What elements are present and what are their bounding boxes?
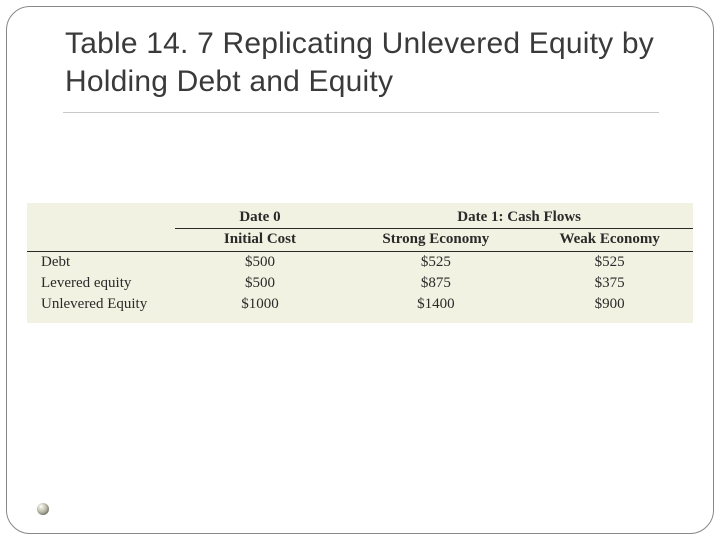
data-table-container: Date 0 Date 1: Cash Flows Initial Cost S… xyxy=(27,203,693,323)
table-group-header-row: Date 0 Date 1: Cash Flows xyxy=(27,207,693,229)
row-label: Unlevered Equity xyxy=(27,294,175,317)
cell-strong: $1400 xyxy=(345,294,526,317)
cell-strong: $525 xyxy=(345,251,526,273)
table-subheader-empty xyxy=(27,228,175,251)
table-header-date0: Date 0 xyxy=(175,207,346,229)
table-row: Levered equity $500 $875 $375 xyxy=(27,273,693,294)
table-subheader-strong: Strong Economy xyxy=(345,228,526,251)
table-subheader-initial-cost: Initial Cost xyxy=(175,228,346,251)
slide-content: Table 14. 7 Replicating Unlevered Equity… xyxy=(7,7,713,323)
slide-title: Table 14. 7 Replicating Unlevered Equity… xyxy=(65,25,663,102)
cell-weak: $900 xyxy=(526,294,693,317)
table-row: Debt $500 $525 $525 xyxy=(27,251,693,273)
decorative-bullet-icon xyxy=(37,503,49,515)
row-label: Levered equity xyxy=(27,273,175,294)
table-row: Unlevered Equity $1000 $1400 $900 xyxy=(27,294,693,317)
row-label: Debt xyxy=(27,251,175,273)
table-sub-header-row: Initial Cost Strong Economy Weak Economy xyxy=(27,228,693,251)
cell-weak: $525 xyxy=(526,251,693,273)
table-header-empty xyxy=(27,207,175,229)
slide-frame: Table 14. 7 Replicating Unlevered Equity… xyxy=(6,6,714,534)
cell-weak: $375 xyxy=(526,273,693,294)
table-header-date1: Date 1: Cash Flows xyxy=(345,207,693,229)
cell-initial: $500 xyxy=(175,251,346,273)
cell-initial: $500 xyxy=(175,273,346,294)
cell-initial: $1000 xyxy=(175,294,346,317)
table-subheader-weak: Weak Economy xyxy=(526,228,693,251)
title-underline xyxy=(63,112,659,113)
replication-table: Date 0 Date 1: Cash Flows Initial Cost S… xyxy=(27,207,693,317)
cell-strong: $875 xyxy=(345,273,526,294)
